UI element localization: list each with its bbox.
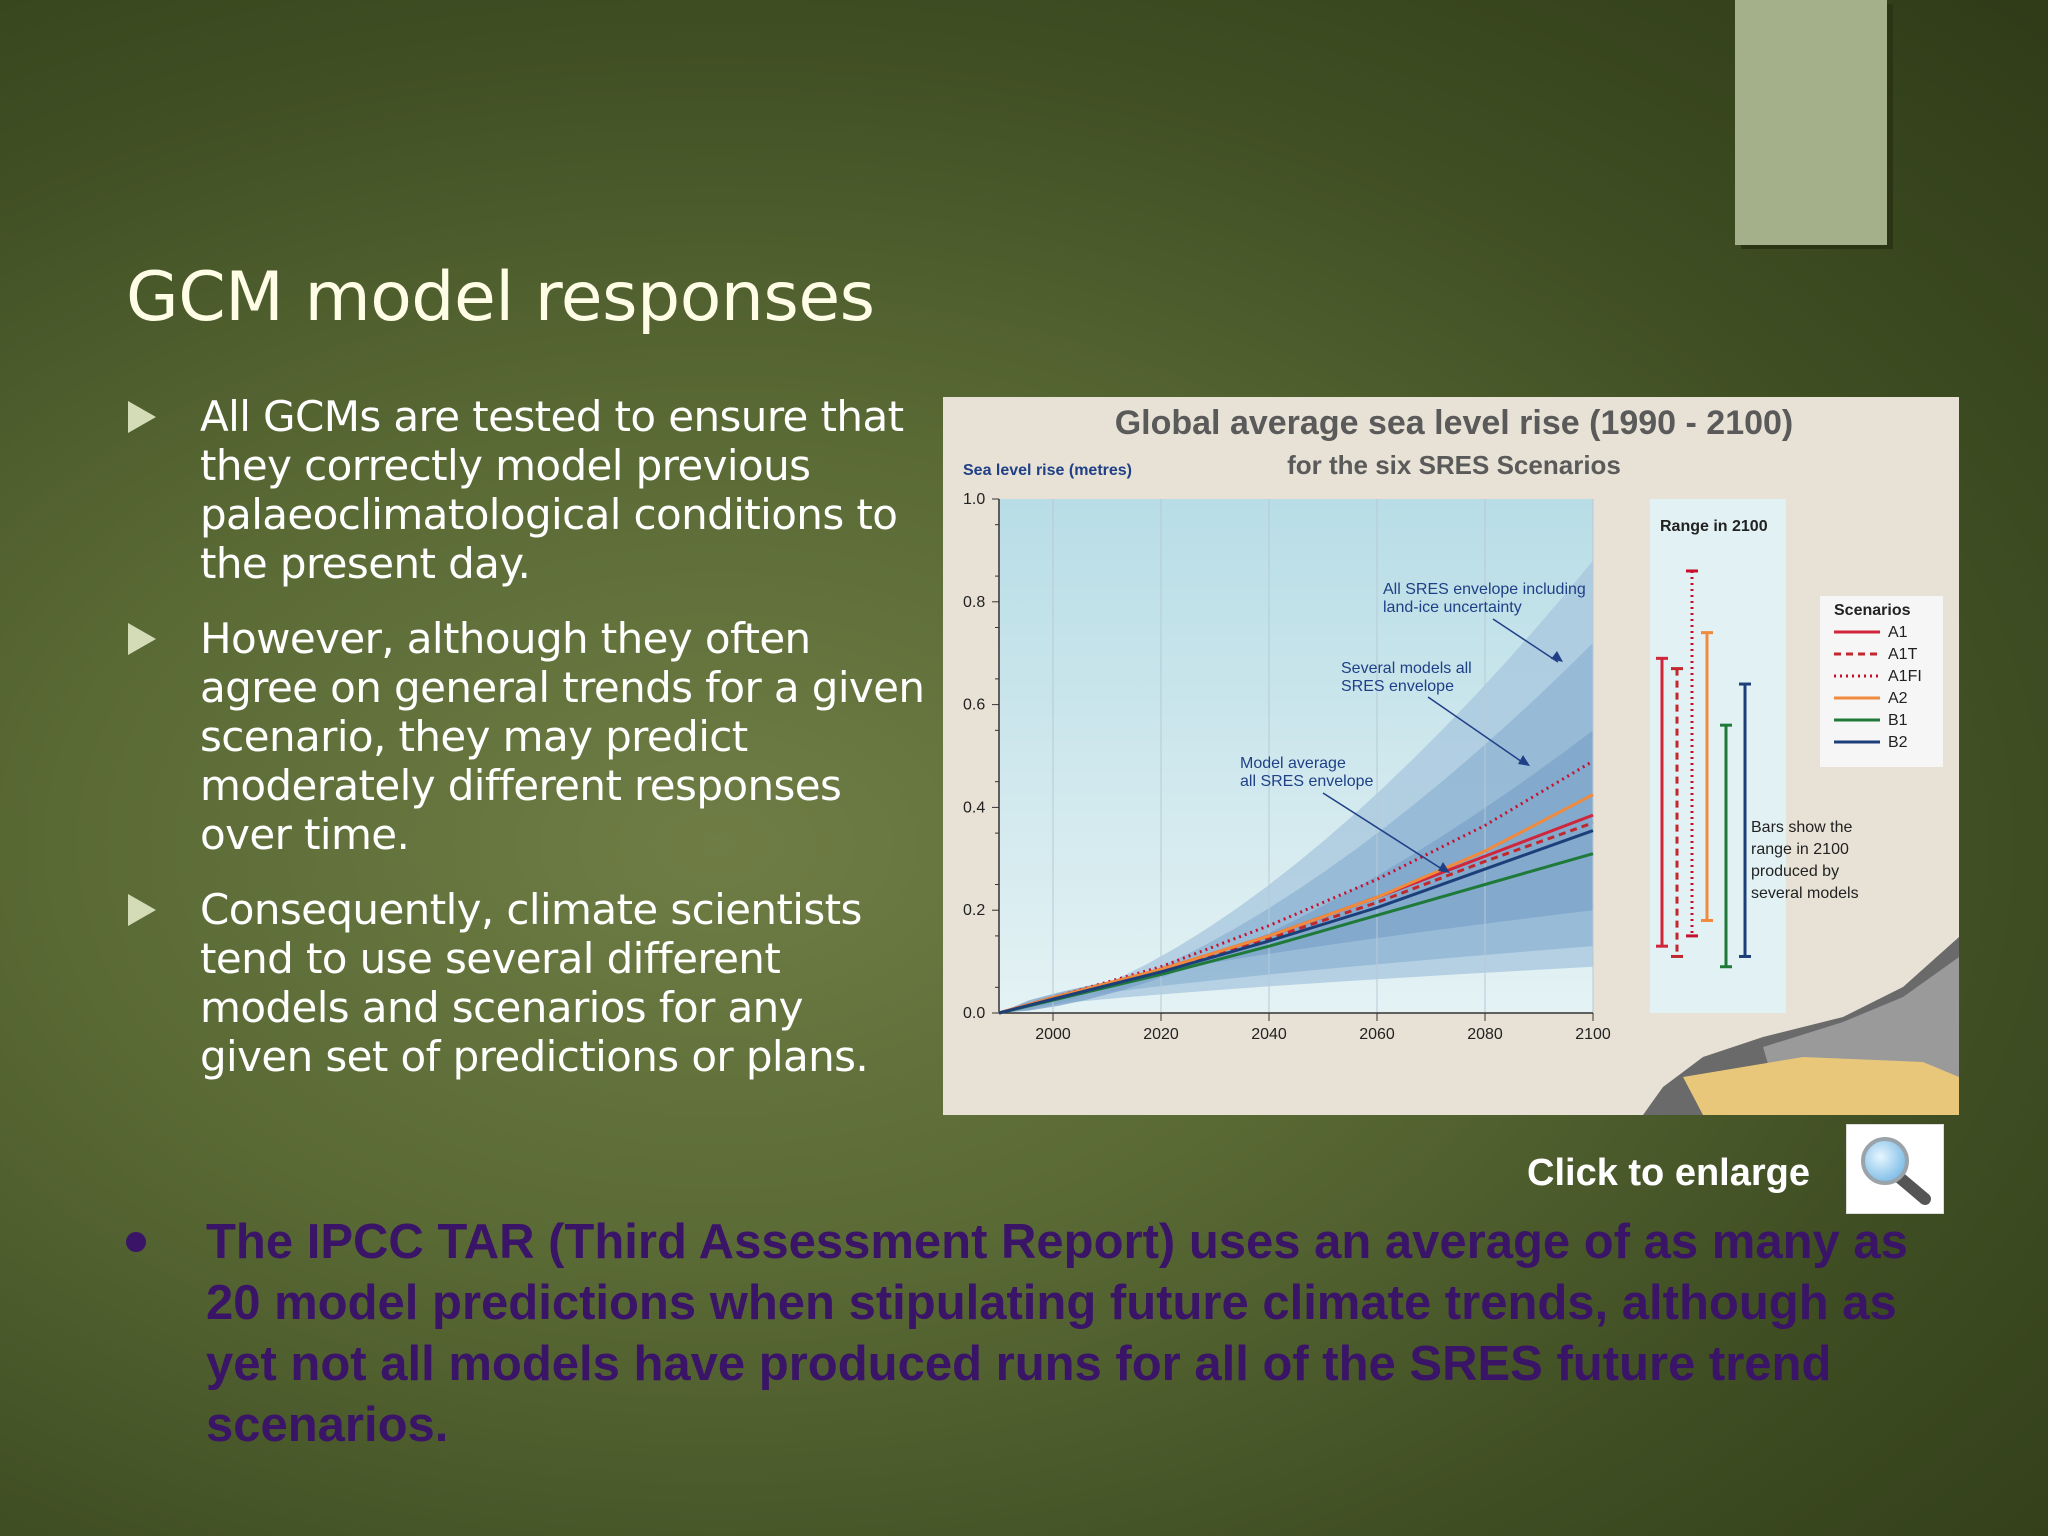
x-tick-label: 2000 — [1035, 1026, 1071, 1043]
sea-level-chart[interactable]: 2000 2020 2040 2060 2080 2100 0.0 0.2 0.4 0.6 0.8 1… — [943, 397, 1959, 1115]
x-tick-label: 2060 — [1359, 1026, 1395, 1043]
bottom-note-text: The IPCC TAR (Third Assessment Report) u… — [206, 1215, 1908, 1452]
x-tick-label: 2080 — [1467, 1026, 1503, 1043]
annotation-all-sres-line1: All SRES envelope including — [1383, 581, 1586, 598]
y-tick-label: 0.8 — [963, 594, 985, 611]
annotation-bars: Bars show the range in 2100 produced by … — [1751, 819, 1859, 902]
series-lines-layer — [998, 759, 1594, 1015]
y-tick-label: 1.0 — [963, 491, 985, 508]
range-bars-layer — [1656, 569, 1751, 969]
click-to-enlarge-label: Click to enlarge — [1527, 1152, 1810, 1194]
decorative-accent-box — [1735, 0, 1887, 245]
bullet-item: However, although they often agree on ge… — [126, 614, 926, 859]
coastline-sand — [1683, 1057, 1959, 1115]
legend-label-a2: A2 — [1888, 690, 1908, 707]
x-tick-label: 2040 — [1251, 1026, 1287, 1043]
annotation-model-average: Model average all SRES envelope — [1240, 755, 1374, 790]
bottom-bullet: The IPCC TAR (Third Assessment Report) u… — [126, 1212, 1926, 1456]
legend-box — [1820, 596, 1943, 767]
y-tick-label: 0.0 — [963, 1005, 985, 1022]
annotation-bars-line3: produced by — [1751, 863, 1839, 880]
annotation-bars-line1: Bars show the — [1751, 819, 1852, 836]
annotation-model-average-line1: Model average — [1240, 755, 1346, 772]
bullet-text: However, although they often agree on ge… — [200, 614, 925, 859]
y-tick-label: 0.4 — [963, 799, 985, 816]
annotation-bars-line2: range in 2100 — [1751, 841, 1849, 858]
y-tick-label: 0.6 — [963, 697, 985, 714]
bullet-text: Consequently, climate scientists tend to… — [200, 885, 869, 1081]
enlarge-button[interactable] — [1846, 1124, 1944, 1214]
x-tick-label: 2100 — [1575, 1026, 1611, 1043]
legend-label-a1: A1 — [1888, 624, 1908, 641]
range-panel — [1650, 499, 1786, 1013]
arrow-head-icon — [1551, 651, 1563, 662]
annotation-model-average-line2: all SRES envelope — [1240, 773, 1374, 790]
arrow-head-icon — [1518, 755, 1530, 766]
y-tick-label: 0.2 — [963, 902, 985, 919]
slide-title: GCM model responses — [126, 258, 875, 337]
range-panel-label: Range in 2100 — [1660, 518, 1768, 535]
series-line-a1t — [998, 821, 1594, 1015]
series-line-b2 — [998, 829, 1594, 1015]
chart-subtitle: for the six SRES Scenarios — [1287, 450, 1621, 480]
annotation-several-models-line2: SRES envelope — [1341, 678, 1454, 695]
annotation-arrow — [1322, 792, 1446, 872]
annotation-several-models: Several models all SRES envelope — [1341, 660, 1476, 695]
legend-items: A1 A1T A1FI A2 B1 B2 — [1834, 624, 1922, 751]
chart-title: Global average sea level rise (1990 - 21… — [1115, 404, 1794, 442]
annotation-several-models-line1: Several models all — [1341, 660, 1472, 677]
magnifier-icon — [1861, 1137, 1931, 1205]
annotation-all-sres: All SRES envelope including land-ice unc… — [1383, 581, 1590, 616]
bullet-item: Consequently, climate scientists tend to… — [126, 885, 926, 1081]
annotation-arrow — [1492, 618, 1559, 663]
annotation-bars-line4: several models — [1751, 885, 1859, 902]
chart-svg: 2000 2020 2040 2060 2080 2100 0.0 0.2 0.4 0.6 0.8 1… — [943, 397, 1959, 1115]
legend-title: Scenarios — [1834, 602, 1911, 619]
legend-label-a1fi: A1FI — [1888, 668, 1922, 685]
triangle-bullet-icon — [128, 894, 156, 926]
arrow-head-icon — [1438, 862, 1450, 873]
chart-legend: Scenarios A1 A1T A1FI A2 B1 B2 — [1820, 596, 1943, 767]
grid-layer — [1052, 499, 1594, 1013]
y-axis-label: Sea level rise (metres) — [963, 462, 1132, 479]
axes-layer: 2000 2020 2040 2060 2080 2100 0.0 0.2 0.4 0.6 0.8 1… — [963, 491, 1611, 1043]
bullet-text: All GCMs are tested to ensure that they … — [200, 392, 904, 588]
triangle-bullet-icon — [128, 623, 156, 655]
round-bullet-icon — [126, 1232, 146, 1252]
triangle-bullet-icon — [128, 401, 156, 433]
annotation-all-sres-line2: land-ice uncertainty — [1383, 599, 1522, 616]
bullet-item: All GCMs are tested to ensure that they … — [126, 392, 926, 588]
annotation-arrow — [1427, 696, 1526, 765]
bullet-list: All GCMs are tested to ensure that they … — [126, 392, 926, 1107]
legend-label-b1: B1 — [1888, 712, 1908, 729]
legend-label-b2: B2 — [1888, 734, 1908, 751]
series-line-a1fi — [998, 759, 1594, 1015]
x-tick-label: 2020 — [1143, 1026, 1179, 1043]
legend-label-a1t: A1T — [1888, 646, 1918, 663]
